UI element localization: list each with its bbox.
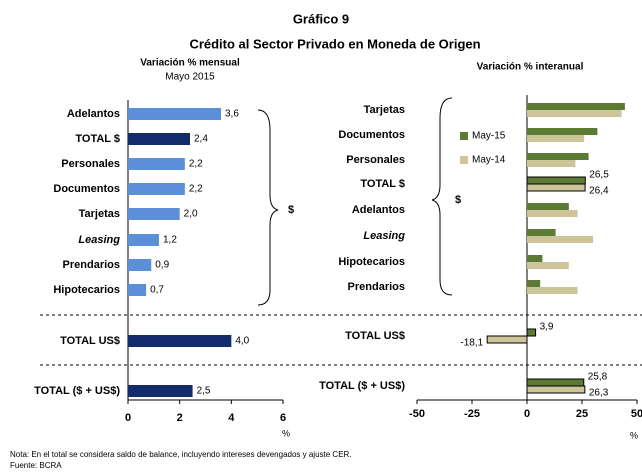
brace <box>257 109 279 306</box>
bar <box>128 284 147 296</box>
x-tick-label: 4 <box>228 412 235 424</box>
bar <box>128 385 193 397</box>
category-label: TOTAL ($ + US$) <box>34 385 120 397</box>
bar <box>526 385 586 394</box>
value-label: 25,8 <box>588 372 608 383</box>
value-label: 2,2 <box>189 159 203 170</box>
legend-label: May-15 <box>472 131 506 142</box>
bar <box>526 183 586 192</box>
bar <box>527 280 541 287</box>
value-label: 2,2 <box>189 184 203 195</box>
x-axis-label: % <box>630 430 638 440</box>
value-label: 3,6 <box>225 109 239 120</box>
bar <box>128 183 185 195</box>
bar <box>526 328 537 337</box>
category-label: Prendarios <box>63 259 120 271</box>
category-label: Leasing <box>78 234 120 246</box>
category-label: TOTAL US$ <box>345 330 405 342</box>
panel-subtitle: Mayo 2015 <box>165 72 215 83</box>
value-label: 1,2 <box>163 235 177 246</box>
category-label: TOTAL $ <box>75 133 120 145</box>
bar <box>527 236 593 243</box>
value-label: 2,4 <box>194 134 208 145</box>
bar <box>526 378 585 387</box>
legend-swatch <box>460 156 468 164</box>
value-label: -18,1 <box>460 338 483 349</box>
bar <box>527 287 578 294</box>
value-label: 26,4 <box>589 186 609 197</box>
value-label: 26,5 <box>589 170 609 181</box>
bar <box>128 259 152 271</box>
x-tick-label: -25 <box>464 408 480 420</box>
category-label: Hipotecarios <box>53 284 120 296</box>
x-tick-label: 2 <box>177 412 183 424</box>
x-tick-label: 0 <box>125 412 131 424</box>
bar <box>527 255 543 262</box>
x-tick-label: 6 <box>280 412 286 424</box>
value-label: 2,0 <box>184 209 198 220</box>
category-label: Documentos <box>338 129 405 141</box>
category-label: TOTAL ($ + US$) <box>319 380 405 392</box>
x-axis-label: % <box>282 428 290 438</box>
bar <box>527 229 556 236</box>
category-label: Documentos <box>53 183 120 195</box>
bar <box>128 208 180 220</box>
category-label: TOTAL US$ <box>60 335 120 347</box>
panel-title: Variación % mensual <box>140 58 240 69</box>
value-label: 3,9 <box>540 322 554 333</box>
bar <box>128 234 159 246</box>
category-label: Personales <box>346 154 405 166</box>
category-label: Tarjetas <box>364 104 405 116</box>
bar <box>527 135 585 142</box>
bar <box>527 203 569 210</box>
value-label: 0,7 <box>150 285 164 296</box>
bar <box>527 110 622 117</box>
bar <box>527 128 598 135</box>
category-label: Prendarios <box>348 281 405 293</box>
category-label: Adelantos <box>67 108 120 120</box>
brace <box>431 97 453 296</box>
x-tick-label: 0 <box>524 408 530 420</box>
category-label: TOTAL $ <box>360 178 405 190</box>
bar <box>527 262 569 269</box>
value-label: 26,3 <box>589 388 609 399</box>
bar <box>527 153 589 160</box>
value-label: 4,0 <box>235 336 249 347</box>
bar <box>526 176 586 185</box>
bar <box>527 103 625 110</box>
brace-label: $ <box>288 204 294 216</box>
category-label: Adelantos <box>352 204 405 216</box>
legend-label: May-14 <box>472 155 506 166</box>
value-label: 0,9 <box>155 260 169 271</box>
x-tick-label: 50 <box>631 408 642 420</box>
x-tick-label: 25 <box>576 408 588 420</box>
value-label: 2,5 <box>197 386 211 397</box>
category-label: Hipotecarios <box>338 256 405 268</box>
bar <box>527 210 578 217</box>
bar <box>128 133 190 145</box>
category-label: Leasing <box>363 230 405 242</box>
legend-swatch <box>460 132 468 140</box>
bar <box>486 335 528 344</box>
category-label: Tarjetas <box>79 208 120 220</box>
panel-title: Variación % interanual <box>477 62 584 73</box>
bar <box>527 160 576 167</box>
chart-subtitle: Crédito al Sector Privado en Moneda de O… <box>189 36 480 51</box>
source: Fuente: BCRA <box>10 461 62 470</box>
bar <box>128 335 232 347</box>
category-label: Personales <box>61 158 120 170</box>
bar <box>128 158 185 170</box>
chart-title: Gráfico 9 <box>293 11 349 26</box>
x-tick-label: -50 <box>409 408 425 420</box>
bar <box>128 108 221 120</box>
brace-label: $ <box>455 194 461 206</box>
note: Nota: En el total se considera saldo de … <box>10 450 352 459</box>
